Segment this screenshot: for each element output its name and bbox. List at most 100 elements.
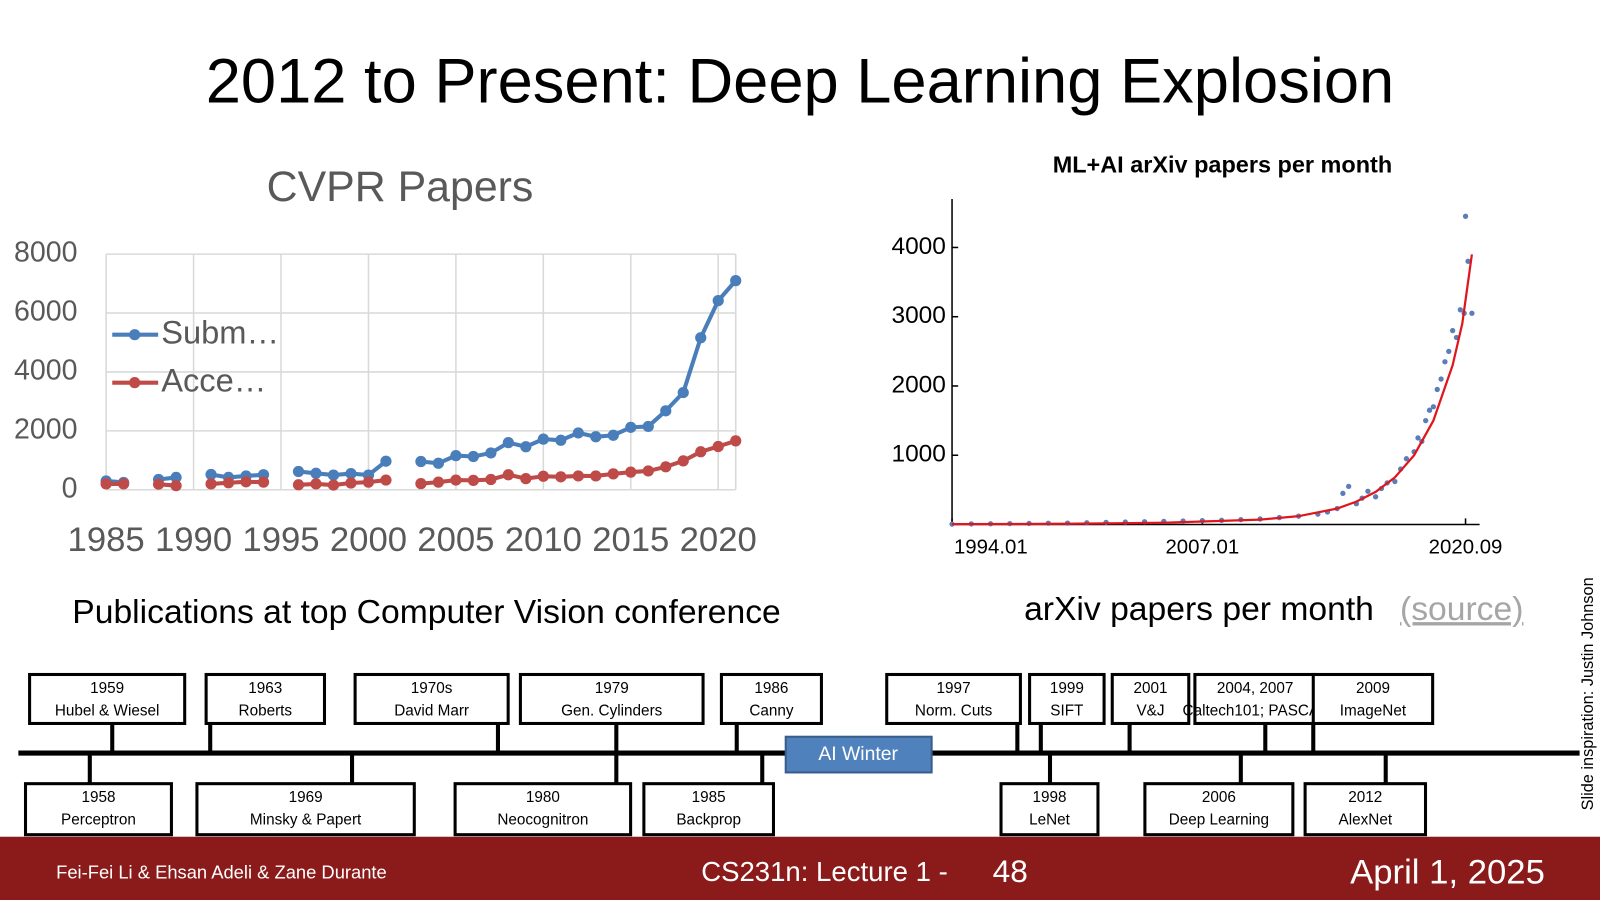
data-point <box>1372 494 1379 500</box>
data-point <box>432 457 445 469</box>
timeline-year: 1959 <box>90 680 124 697</box>
x-tick-label: 2007.01 <box>1165 536 1239 558</box>
chart-title: CVPR Papers <box>267 163 534 211</box>
data-point <box>485 447 497 459</box>
timeline-label: SIFT <box>1050 702 1083 719</box>
timeline-box <box>204 672 327 725</box>
data-point <box>660 461 672 473</box>
data-point <box>327 479 340 491</box>
data-point <box>1434 386 1440 393</box>
data-point <box>222 477 235 489</box>
data-point <box>292 479 305 491</box>
timeline-label: Norm. Cuts <box>915 702 993 719</box>
timeline-box <box>195 782 416 837</box>
data-point <box>572 427 584 439</box>
y-tick-label: 1000 <box>891 441 945 468</box>
data-point <box>695 446 707 458</box>
timeline-label: Roberts <box>239 702 293 719</box>
fit-curve <box>952 254 1473 526</box>
data-point <box>660 405 672 417</box>
timeline-box <box>1028 672 1106 725</box>
footer-bar <box>0 836 1600 900</box>
data-point <box>625 466 637 478</box>
timeline-box <box>28 672 187 725</box>
timeline-box <box>353 672 510 725</box>
footer-page: 48 <box>993 853 1028 889</box>
data-point <box>380 474 392 486</box>
data-point <box>257 476 270 488</box>
x-tick-label: 1990 <box>155 521 232 559</box>
y-tick-label: 4000 <box>891 233 945 260</box>
data-point <box>1465 258 1471 264</box>
timeline-box <box>518 672 705 725</box>
timeline-label: Deep Learning <box>1169 811 1269 828</box>
data-point <box>117 478 130 490</box>
timeline-box <box>23 782 173 837</box>
timeline-box <box>453 782 633 837</box>
timeline-year: 2001 <box>1133 680 1167 697</box>
timeline-box <box>1143 782 1295 837</box>
data-point <box>537 433 549 445</box>
timeline-box <box>1110 672 1191 725</box>
data-point <box>205 478 217 490</box>
timeline-label: V&J <box>1136 702 1164 719</box>
data-point <box>695 332 707 344</box>
legend-swatch <box>129 377 141 389</box>
source-link[interactable]: (source) <box>1400 591 1523 628</box>
timeline-label: Gen. Cylinders <box>561 702 663 719</box>
data-point <box>1415 435 1421 441</box>
data-point <box>205 468 217 481</box>
caption: Publications at top Computer Vision conf… <box>72 594 780 631</box>
timeline-year: 1985 <box>692 789 726 806</box>
data-point <box>590 470 602 482</box>
y-tick-label: 4000 <box>14 354 78 386</box>
data-point <box>1462 213 1469 219</box>
timeline-box <box>719 672 823 725</box>
data-point <box>502 469 514 481</box>
timeline-year: 2009 <box>1356 680 1390 697</box>
data-point <box>240 476 252 488</box>
timeline-label: Hubel & Wiesel <box>55 702 160 719</box>
data-point <box>152 478 165 490</box>
x-tick-label: 1985 <box>68 521 145 559</box>
y-tick-label: 2000 <box>891 371 945 398</box>
data-point <box>345 467 357 480</box>
ai-winter-box <box>784 735 933 774</box>
data-point <box>712 295 724 307</box>
data-point <box>1392 478 1398 485</box>
data-point <box>415 455 427 468</box>
data-point <box>170 480 182 492</box>
timeline-year: 1997 <box>937 680 971 697</box>
timeline-label: Neocognitron <box>497 811 588 828</box>
timeline-year: 1998 <box>1032 789 1066 806</box>
data-point <box>415 477 427 490</box>
timeline-box <box>885 672 1022 725</box>
side-note: Slide inspiration: Justin Johnson <box>1579 577 1597 810</box>
timeline-box <box>1311 672 1435 725</box>
x-tick-label: 2000 <box>330 521 407 559</box>
data-point <box>327 469 340 481</box>
data-point <box>590 431 602 443</box>
timeline-label: Minsky & Papert <box>250 811 362 828</box>
timeline-label: Caltech101; PASCAL <box>1183 702 1328 719</box>
y-tick-label: 3000 <box>891 302 945 329</box>
data-point <box>625 421 637 433</box>
data-point <box>292 465 305 478</box>
data-point <box>170 471 182 484</box>
timeline-year: 2006 <box>1202 789 1236 806</box>
timeline-year: 1970s <box>411 680 453 697</box>
data-point <box>1346 483 1352 490</box>
timeline-label: LeNet <box>1029 811 1071 828</box>
chart-title: ML+AI arXiv papers per month <box>1053 152 1393 178</box>
y-tick-label: 2000 <box>14 413 78 445</box>
data-point <box>607 468 619 480</box>
legend-label: Acce… <box>161 361 266 398</box>
x-tick-label: 1995 <box>242 521 319 559</box>
data-point <box>642 465 654 477</box>
timeline-label: ImageNet <box>1340 702 1407 719</box>
data-point <box>1340 490 1346 496</box>
timeline-label: Perceptron <box>61 811 136 828</box>
y-tick-label: 8000 <box>14 237 78 269</box>
data-point <box>572 470 584 482</box>
data-point <box>712 440 724 453</box>
